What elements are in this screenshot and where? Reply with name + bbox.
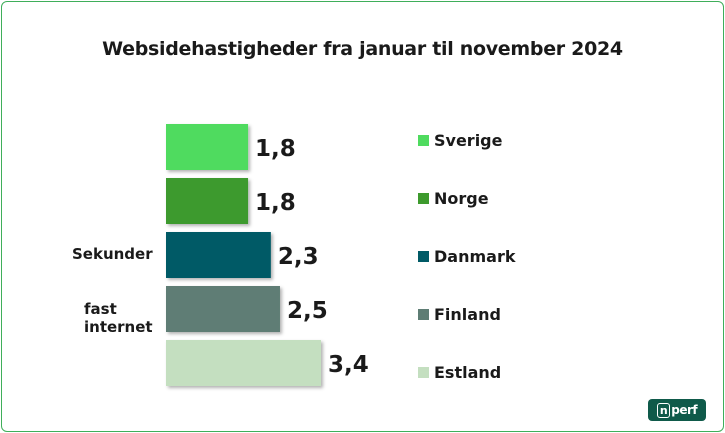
legend-swatch [418, 366, 429, 378]
bar-sverige [166, 124, 249, 170]
bar-finland [166, 286, 280, 332]
legend-item-finland: Finland [418, 304, 501, 324]
value-label-finland: 2,5 [287, 298, 328, 324]
value-label-sverige: 1,8 [255, 136, 296, 162]
legend-item-sverige: Sverige [418, 130, 502, 150]
legend-label: Norge [434, 188, 489, 208]
legend-item-norge: Norge [418, 188, 489, 208]
legend-label: Finland [434, 304, 501, 324]
axis-label-line2: internet [84, 318, 153, 336]
value-label-norge: 1,8 [255, 190, 296, 216]
legend-item-danmark: Danmark [418, 246, 515, 266]
chart-title: Websidehastigheder fra januar til novemb… [102, 38, 623, 60]
bar-estland [166, 340, 321, 386]
bar-norge [166, 178, 249, 224]
legend-label: Sverige [434, 130, 503, 150]
value-label-danmark: 2,3 [278, 244, 319, 270]
legend-swatch [418, 134, 429, 146]
value-label-estland: 3,4 [328, 352, 369, 378]
legend-swatch [418, 192, 429, 204]
legend-item-estland: Estland [418, 362, 501, 382]
legend-swatch [418, 308, 429, 320]
legend-label: Danmark [434, 246, 516, 266]
axis-label-unit: Sekunder [72, 245, 153, 263]
legend-swatch [418, 250, 429, 262]
bar-danmark [166, 232, 271, 278]
axis-label-line1: fast [84, 300, 117, 318]
nperf-logo: n perf [648, 399, 706, 421]
legend-label: Estland [434, 362, 502, 382]
